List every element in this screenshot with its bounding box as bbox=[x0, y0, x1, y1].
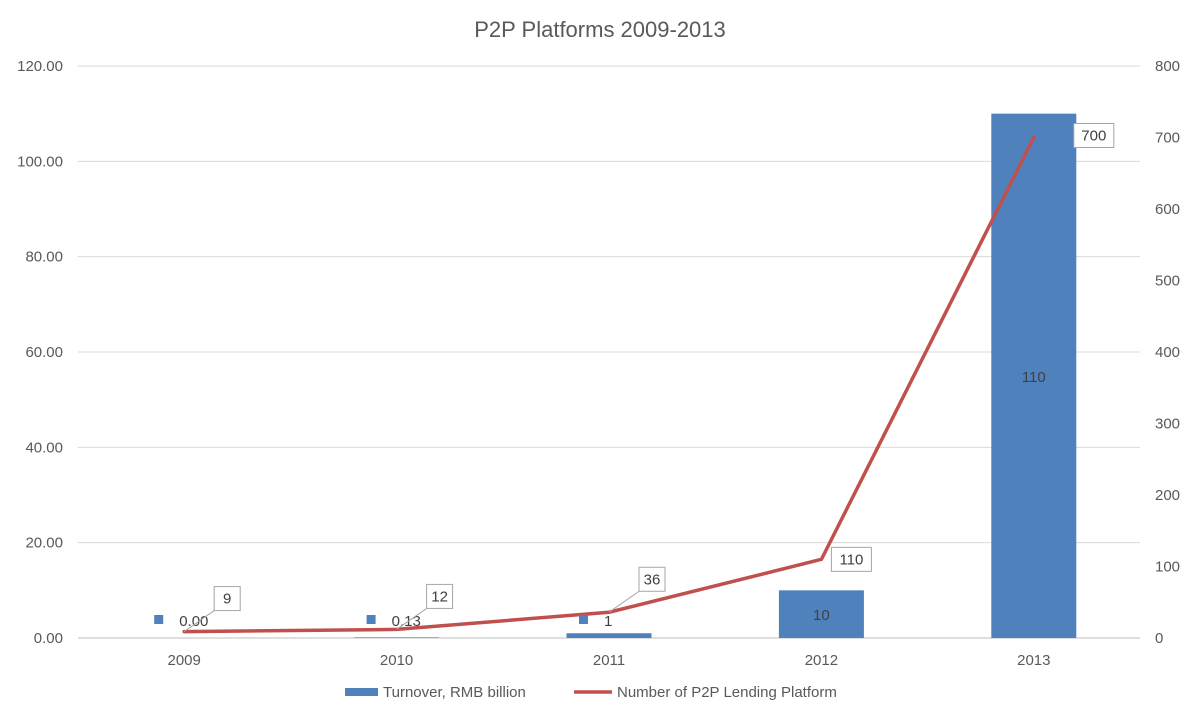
y-right-tick-label: 100 bbox=[1155, 559, 1180, 576]
bar-data-label: 0.00 bbox=[179, 613, 208, 630]
line-data-label: 110 bbox=[839, 551, 863, 568]
y-right-tick-label: 0 bbox=[1155, 630, 1163, 647]
bar-label-legend-key bbox=[366, 615, 376, 624]
y-left-tick-label: 80.00 bbox=[25, 249, 63, 266]
y-left-tick-label: 120.00 bbox=[17, 58, 63, 75]
legend-line-label: Number of P2P Lending Platform bbox=[617, 684, 837, 701]
bar bbox=[991, 113, 1077, 638]
line-series-path bbox=[182, 135, 1036, 634]
chart-title: P2P Platforms 2009-2013 bbox=[474, 17, 726, 42]
bar-data-label: 10 bbox=[813, 607, 830, 624]
y-left-tick-label: 60.00 bbox=[25, 344, 63, 361]
bar-label-legend-key bbox=[579, 615, 588, 624]
y-right-tick-label: 800 bbox=[1155, 58, 1180, 75]
line-data-label: 700 bbox=[1081, 128, 1106, 145]
bar bbox=[778, 590, 864, 638]
line-point bbox=[819, 557, 823, 561]
line-data-label: 36 bbox=[644, 571, 661, 588]
line-data-label: 9 bbox=[223, 591, 231, 608]
callout-box bbox=[213, 586, 241, 612]
y-right-tick-label: 200 bbox=[1155, 487, 1180, 504]
line-series bbox=[182, 135, 1036, 634]
legend: Turnover, RMB billion Number of P2P Lendi… bbox=[345, 684, 837, 701]
x-tick-label: 2011 bbox=[593, 652, 625, 669]
axes: 0.0020.0040.0060.0080.00100.00120.000100… bbox=[17, 58, 1180, 669]
y-left-tick-label: 100.00 bbox=[17, 153, 63, 170]
bar-label-legend-key bbox=[154, 615, 164, 624]
x-tick-label: 2009 bbox=[168, 652, 201, 669]
callout-box bbox=[426, 583, 454, 609]
callout-leader bbox=[608, 590, 640, 613]
callout-box bbox=[638, 566, 666, 592]
x-tick-label: 2013 bbox=[1017, 652, 1050, 669]
y-right-tick-label: 500 bbox=[1155, 273, 1180, 290]
bar bbox=[566, 633, 652, 638]
y-right-tick-label: 600 bbox=[1155, 201, 1180, 218]
y-right-tick-label: 400 bbox=[1155, 344, 1180, 361]
line-data-label: 12 bbox=[431, 588, 448, 605]
y-left-tick-label: 0.00 bbox=[34, 630, 63, 647]
bar-data-label: 1 bbox=[604, 613, 612, 630]
callout-box bbox=[1073, 123, 1115, 148]
y-right-tick-label: 300 bbox=[1155, 416, 1180, 433]
callout-leader bbox=[183, 610, 215, 632]
legend-bar-label: Turnover, RMB billion bbox=[383, 684, 526, 701]
callout-box bbox=[830, 546, 872, 572]
x-tick-label: 2010 bbox=[380, 652, 413, 669]
line-point bbox=[1032, 136, 1036, 139]
legend-bar-swatch bbox=[345, 688, 378, 696]
bar-data-label: 110 bbox=[1022, 369, 1046, 386]
x-tick-label: 2012 bbox=[805, 652, 838, 669]
grid bbox=[78, 65, 1140, 639]
bar-series bbox=[354, 113, 1077, 638]
bar bbox=[354, 637, 440, 638]
y-left-tick-label: 40.00 bbox=[25, 439, 63, 456]
callout-leader bbox=[396, 608, 427, 630]
y-right-tick-label: 700 bbox=[1155, 130, 1180, 147]
y-left-tick-label: 20.00 bbox=[25, 535, 63, 552]
